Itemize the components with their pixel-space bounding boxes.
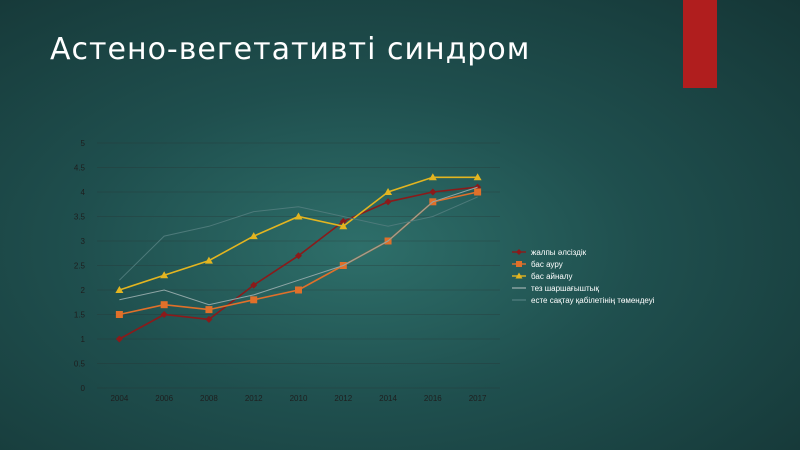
legend-marker xyxy=(515,272,523,279)
series-5 xyxy=(119,196,478,281)
y-axis-ticks: 0 0.5 1 1.5 2 2.5 3 3.5 4 4.5 5 xyxy=(74,139,86,393)
data-point xyxy=(115,286,124,293)
data-point xyxy=(295,252,302,260)
x-tick-label: 2008 xyxy=(200,394,218,403)
y-tick-label: 0.5 xyxy=(74,360,86,369)
data-point xyxy=(115,335,123,343)
data-point xyxy=(249,232,258,240)
x-tick-label: 2004 xyxy=(110,394,128,403)
x-tick-label: 2017 xyxy=(469,394,487,403)
y-tick-label: 2 xyxy=(81,286,86,295)
series-3 xyxy=(115,173,482,293)
legend-item: тез шаршағыштық xyxy=(512,284,599,293)
x-tick-label: 2016 xyxy=(424,394,442,403)
data-point xyxy=(428,173,437,181)
data-point xyxy=(115,311,123,318)
chart-grid xyxy=(97,142,500,389)
x-tick-label: 2006 xyxy=(155,394,173,403)
data-point xyxy=(160,301,168,309)
data-point xyxy=(473,173,482,181)
data-point xyxy=(250,296,258,304)
data-point xyxy=(295,286,302,294)
legend-item: бас айналу xyxy=(512,272,573,281)
y-tick-label: 3 xyxy=(81,237,86,246)
data-point xyxy=(205,306,213,314)
y-tick-label: 1.5 xyxy=(74,311,86,320)
legend-marker xyxy=(516,249,522,255)
y-tick-label: 1 xyxy=(81,335,86,344)
y-tick-label: 3.5 xyxy=(74,213,86,222)
legend-item: есте сақтау қабілетінің төмендеуі xyxy=(512,296,655,305)
data-point xyxy=(160,271,169,279)
legend-label: тез шаршағыштық xyxy=(531,284,599,293)
chart-series xyxy=(115,173,482,343)
data-point xyxy=(205,315,213,323)
slide-title: Астено-вегетативті синдром xyxy=(50,32,531,67)
legend-marker xyxy=(516,261,522,267)
chart-legend: жалпы әлсіздік бас ауру бас айналу тез шарш… xyxy=(512,248,655,305)
data-point xyxy=(429,188,437,196)
y-tick-label: 4 xyxy=(81,188,86,197)
series-1 xyxy=(115,183,482,343)
x-tick-label: 2012 xyxy=(245,394,263,403)
series-4 xyxy=(119,186,478,306)
y-tick-label: 0 xyxy=(81,384,86,393)
accent-bar xyxy=(683,0,717,88)
data-point xyxy=(384,198,392,206)
x-tick-label: 2012 xyxy=(334,394,352,403)
data-point xyxy=(204,256,213,264)
data-point xyxy=(384,188,393,195)
data-point xyxy=(294,212,303,220)
legend-label: бас ауру xyxy=(531,260,563,269)
data-point xyxy=(339,222,348,230)
y-tick-label: 2.5 xyxy=(74,262,86,271)
y-tick-label: 5 xyxy=(81,139,86,148)
x-axis-ticks: 2004 2006 2008 2012 2010 2012 2014 2016 2017 xyxy=(110,394,487,403)
x-tick-label: 2014 xyxy=(379,394,397,403)
legend-item: бас ауру xyxy=(512,260,563,269)
series-line xyxy=(119,196,478,281)
data-point xyxy=(250,281,258,289)
legend-label: бас айналу xyxy=(531,272,573,281)
data-point xyxy=(160,311,168,318)
legend-item: жалпы әлсіздік xyxy=(512,248,587,257)
legend-label: есте сақтау қабілетінің төмендеуі xyxy=(531,296,655,305)
data-point xyxy=(339,217,347,225)
legend-label: жалпы әлсіздік xyxy=(531,248,587,257)
x-tick-label: 2010 xyxy=(290,394,308,403)
series-line xyxy=(119,186,478,306)
data-point xyxy=(474,188,482,196)
y-tick-label: 4.5 xyxy=(74,164,86,173)
